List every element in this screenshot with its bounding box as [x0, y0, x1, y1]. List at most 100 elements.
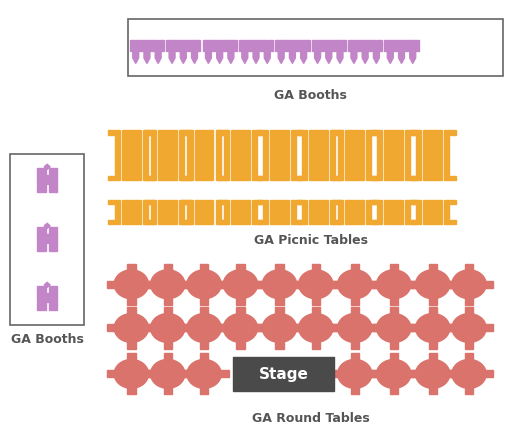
- Bar: [181, 220, 186, 224]
- Circle shape: [187, 270, 221, 299]
- Bar: [444, 200, 449, 224]
- Bar: [371, 176, 376, 180]
- Bar: [37, 235, 57, 242]
- Bar: [485, 370, 494, 378]
- Bar: [166, 40, 172, 51]
- Bar: [222, 200, 227, 205]
- Polygon shape: [253, 52, 259, 63]
- Bar: [180, 370, 188, 378]
- Bar: [291, 130, 296, 180]
- Bar: [239, 40, 244, 51]
- Bar: [236, 264, 245, 271]
- Circle shape: [114, 314, 149, 342]
- Bar: [127, 264, 135, 271]
- Bar: [109, 176, 114, 180]
- Polygon shape: [133, 52, 139, 63]
- Bar: [416, 130, 421, 180]
- Bar: [336, 220, 341, 224]
- Bar: [371, 324, 379, 331]
- Bar: [128, 19, 503, 76]
- Bar: [332, 281, 340, 288]
- Bar: [257, 130, 262, 135]
- Polygon shape: [264, 52, 270, 63]
- Polygon shape: [44, 282, 50, 287]
- Bar: [109, 200, 114, 205]
- Bar: [351, 308, 359, 315]
- Bar: [332, 324, 340, 331]
- Bar: [217, 130, 223, 135]
- Bar: [449, 281, 457, 288]
- Circle shape: [262, 270, 297, 299]
- Bar: [336, 200, 341, 205]
- Bar: [143, 130, 148, 180]
- Bar: [428, 341, 437, 348]
- Bar: [390, 341, 398, 348]
- Bar: [338, 130, 343, 180]
- Bar: [37, 227, 46, 235]
- Bar: [109, 220, 114, 224]
- Bar: [145, 220, 150, 224]
- Bar: [263, 200, 268, 224]
- Circle shape: [416, 314, 450, 342]
- Bar: [127, 353, 135, 360]
- Bar: [297, 220, 302, 224]
- Bar: [412, 220, 416, 224]
- Bar: [49, 244, 57, 251]
- Bar: [164, 298, 172, 305]
- Circle shape: [114, 359, 149, 389]
- Bar: [372, 130, 377, 135]
- Polygon shape: [314, 52, 321, 63]
- Bar: [252, 130, 257, 180]
- Bar: [148, 324, 156, 331]
- Circle shape: [452, 359, 486, 389]
- Bar: [302, 130, 307, 180]
- Bar: [296, 200, 301, 205]
- Bar: [405, 200, 411, 224]
- Bar: [485, 324, 494, 331]
- Bar: [236, 308, 245, 315]
- Bar: [377, 200, 382, 224]
- Circle shape: [223, 314, 258, 342]
- Bar: [220, 370, 228, 378]
- Bar: [345, 130, 364, 180]
- Bar: [257, 176, 262, 180]
- Bar: [450, 200, 456, 205]
- Bar: [263, 130, 268, 180]
- Bar: [37, 286, 46, 293]
- Bar: [164, 341, 172, 348]
- Bar: [390, 388, 398, 394]
- Circle shape: [376, 314, 411, 342]
- Bar: [135, 40, 158, 51]
- Bar: [390, 40, 413, 51]
- Bar: [330, 324, 339, 331]
- Bar: [258, 200, 264, 205]
- Bar: [49, 303, 57, 310]
- Bar: [268, 40, 273, 51]
- Bar: [465, 308, 473, 315]
- Bar: [332, 220, 337, 224]
- Bar: [416, 200, 421, 224]
- Bar: [143, 200, 148, 224]
- Bar: [369, 370, 377, 378]
- Polygon shape: [410, 52, 416, 63]
- Bar: [348, 40, 353, 51]
- Circle shape: [187, 359, 221, 389]
- Bar: [220, 324, 228, 331]
- Bar: [145, 130, 150, 135]
- Bar: [390, 353, 398, 360]
- Bar: [37, 168, 46, 176]
- Bar: [371, 281, 379, 288]
- Bar: [127, 308, 135, 315]
- Bar: [37, 176, 57, 183]
- Bar: [49, 286, 57, 293]
- Bar: [149, 130, 154, 135]
- Bar: [345, 200, 364, 224]
- Bar: [309, 130, 328, 180]
- Circle shape: [151, 270, 185, 299]
- Circle shape: [223, 270, 258, 299]
- Circle shape: [299, 270, 333, 299]
- Bar: [275, 341, 284, 348]
- Bar: [232, 40, 237, 51]
- Circle shape: [376, 359, 411, 389]
- Bar: [122, 130, 141, 180]
